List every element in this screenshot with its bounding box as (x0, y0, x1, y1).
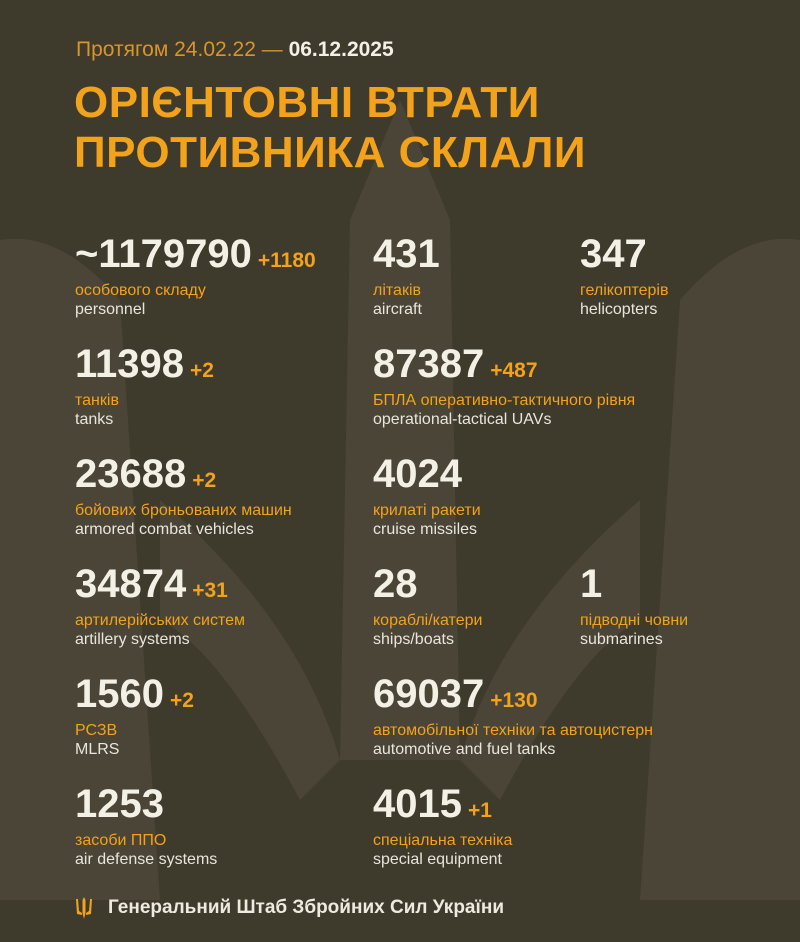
stat-label-ua: танків (75, 392, 119, 409)
stat-value: 23688 +2 (75, 452, 292, 503)
stat-label-ua: спеціальна техніка (373, 832, 513, 849)
stat-value: 34874 +31 (75, 562, 245, 613)
stat-number: 87387 (373, 342, 485, 386)
stat-number: 28 (373, 562, 418, 606)
stat-label-en: artillery systems (75, 631, 190, 648)
stat-delta: +487 (490, 359, 538, 382)
stat-label-ua: БПЛА оперативно-тактичного рівня (373, 392, 636, 409)
stat-item: 28 кораблі/катери ships/boats (373, 562, 482, 649)
stat-label-ua: кораблі/катери (373, 612, 483, 629)
stat-label-ua: крилаті ракети (373, 502, 481, 519)
stat-label-en: ships/boats (373, 631, 454, 648)
stat-label-en: personnel (75, 301, 146, 318)
stat-delta: +2 (192, 469, 217, 492)
stat-label-ua: гелікоптерів (580, 282, 669, 299)
stat-value: 4015 +1 (373, 782, 512, 833)
stat-label-en: aircraft (373, 301, 422, 318)
stat-value: 87387 +487 (373, 342, 635, 393)
stat-value: 1 (580, 562, 688, 613)
title-line-1: ОРІЄНТОВНІ ВТРАТИ (74, 78, 540, 127)
stat-item: 23688 +2 бойових броньованих машин armored … (75, 452, 292, 539)
stat-item: 34874 +31 артилерійських систем artillery s… (75, 562, 245, 649)
stat-value: 1560 +2 (75, 672, 194, 723)
stat-value: 28 (373, 562, 482, 613)
stat-item: 4015 +1 спеціальна техніка special equipmen… (373, 782, 512, 869)
period-end: 06.12.2025 (288, 38, 394, 61)
stat-label-ua: особового складу (75, 282, 206, 299)
stat-value: ~1179790 +1180 (75, 232, 316, 283)
stat-value: 69037 +130 (373, 672, 653, 723)
period: Протягом 24.02.22 — 06.12.2025 (76, 38, 394, 62)
trident-icon (76, 897, 92, 919)
stat-label-en: helicopters (580, 301, 658, 318)
footer: Генеральний Штаб Збройних Сил України (76, 897, 504, 919)
stat-label-ua: автомобільної техніки та автоцистерн (373, 722, 653, 739)
stat-item: 4024 крилаті ракети cruise missiles (373, 452, 481, 539)
stat-label-ua: засоби ППО (75, 832, 167, 849)
stat-item: 87387 +487 БПЛА оперативно-тактичного рівн… (373, 342, 635, 429)
page-title: ОРІЄНТОВНІ ВТРАТИ ПРОТИВНИКА СКЛАЛИ (74, 78, 586, 178)
stat-number: 4015 (373, 782, 462, 826)
stat-value: 431 (373, 232, 446, 283)
stat-item: 11398 +2 танків tanks (75, 342, 214, 429)
stat-number: 431 (373, 232, 440, 276)
stat-label-en: cruise missiles (373, 521, 478, 538)
stat-item: 1 підводні човни submarines (580, 562, 688, 649)
stat-value: 1253 (75, 782, 217, 833)
title-line-2: ПРОТИВНИКА СКЛАЛИ (74, 128, 586, 177)
stat-value: 4024 (373, 452, 481, 503)
stat-item: 1253 засоби ППО air defense systems (75, 782, 217, 869)
stat-item: 1560 +2 РСЗВ MLRS (75, 672, 194, 759)
stat-label-en: MLRS (75, 741, 120, 758)
stat-label-ua: артилерійських систем (75, 612, 246, 629)
stat-number: 23688 (75, 452, 187, 496)
stat-item: 347 гелікоптерів helicopters (580, 232, 668, 319)
stat-number: ~1179790 (75, 232, 252, 276)
stat-delta: +1180 (257, 249, 316, 272)
stat-label-en: submarines (580, 631, 663, 648)
stat-number: 1253 (75, 782, 164, 826)
stat-delta: +1 (467, 799, 492, 822)
stat-label-en: automotive and fuel tanks (373, 741, 556, 758)
stat-item: 69037 +130 автомобільної техніки та автоци… (373, 672, 653, 759)
footer-text: Генеральний Штаб Збройних Сил України (108, 897, 504, 918)
stat-number: 1560 (75, 672, 164, 716)
stat-label-ua: літаків (373, 282, 421, 299)
stat-number: 4024 (373, 452, 462, 496)
period-start: Протягом 24.02.22 — (76, 38, 283, 61)
stat-number: 1 (580, 562, 603, 606)
stat-label-en: armored combat vehicles (75, 521, 254, 538)
stat-number: 34874 (75, 562, 187, 606)
stat-item: 431 літаків aircraft (373, 232, 446, 319)
stat-number: 69037 (373, 672, 485, 716)
stat-item: ~1179790 +1180 особового складу personnel (75, 232, 316, 319)
stat-label-en: tanks (75, 411, 114, 428)
stat-delta: +130 (490, 689, 538, 712)
stat-label-en: air defense systems (75, 851, 218, 868)
stat-value: 347 (580, 232, 668, 283)
stat-number: 347 (580, 232, 647, 276)
stat-label-ua: підводні човни (580, 612, 689, 629)
stat-label-en: operational-tactical UAVs (373, 411, 552, 428)
stat-delta: +31 (192, 579, 228, 602)
stat-delta: +2 (190, 359, 214, 382)
stat-label-en: special equipment (373, 851, 502, 868)
stat-number: 11398 (75, 342, 185, 386)
stat-value: 11398 +2 (75, 342, 214, 393)
stat-delta: +2 (169, 689, 194, 712)
stat-label-ua: РСЗВ (75, 722, 118, 739)
stat-label-ua: бойових броньованих машин (75, 502, 292, 519)
